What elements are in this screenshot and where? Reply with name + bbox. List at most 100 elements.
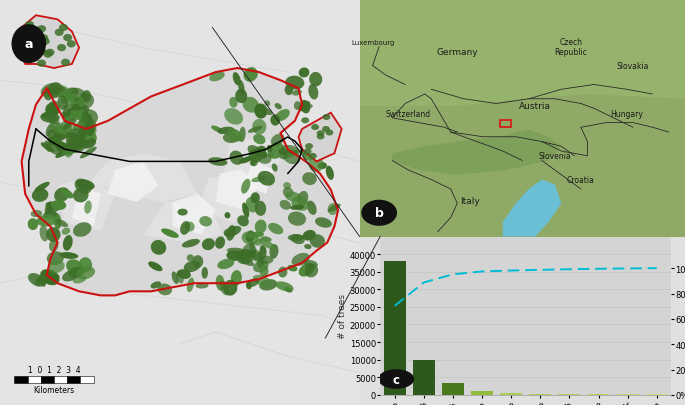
Ellipse shape	[47, 102, 54, 115]
Text: Croatia: Croatia	[567, 176, 595, 185]
Ellipse shape	[237, 216, 249, 227]
Ellipse shape	[317, 145, 327, 153]
Ellipse shape	[192, 256, 203, 268]
Ellipse shape	[43, 51, 52, 59]
Ellipse shape	[32, 189, 49, 202]
Ellipse shape	[208, 158, 227, 166]
Ellipse shape	[184, 261, 200, 273]
Ellipse shape	[253, 260, 269, 273]
Ellipse shape	[272, 164, 277, 172]
Circle shape	[378, 369, 414, 389]
Ellipse shape	[75, 133, 86, 140]
Ellipse shape	[40, 113, 60, 124]
Polygon shape	[108, 162, 158, 202]
Ellipse shape	[275, 104, 282, 110]
Ellipse shape	[82, 133, 95, 142]
Ellipse shape	[261, 237, 272, 242]
Ellipse shape	[69, 88, 87, 103]
Bar	[27, 376, 41, 383]
Ellipse shape	[151, 281, 161, 289]
Ellipse shape	[49, 132, 68, 144]
Ellipse shape	[202, 239, 215, 251]
Ellipse shape	[75, 179, 92, 194]
Text: Slovenia: Slovenia	[538, 152, 571, 161]
Text: b: b	[375, 207, 384, 220]
Ellipse shape	[45, 104, 58, 117]
Ellipse shape	[79, 94, 94, 109]
Ellipse shape	[22, 28, 31, 36]
Ellipse shape	[309, 153, 316, 160]
Bar	[14, 376, 27, 383]
Ellipse shape	[63, 132, 77, 138]
Ellipse shape	[73, 223, 92, 237]
Ellipse shape	[225, 213, 230, 219]
Ellipse shape	[40, 84, 60, 98]
Ellipse shape	[78, 128, 85, 141]
Ellipse shape	[177, 270, 191, 279]
Polygon shape	[18, 16, 79, 69]
Ellipse shape	[35, 275, 49, 286]
Ellipse shape	[226, 226, 236, 241]
Ellipse shape	[61, 97, 79, 106]
Ellipse shape	[241, 179, 251, 194]
Ellipse shape	[36, 215, 56, 227]
Ellipse shape	[310, 234, 325, 248]
Ellipse shape	[290, 234, 305, 245]
Ellipse shape	[297, 192, 308, 207]
Ellipse shape	[258, 171, 275, 186]
Ellipse shape	[70, 111, 88, 122]
Ellipse shape	[39, 35, 48, 43]
Ellipse shape	[268, 143, 284, 160]
Ellipse shape	[299, 149, 315, 156]
Ellipse shape	[66, 260, 84, 275]
Ellipse shape	[66, 146, 79, 156]
Ellipse shape	[242, 232, 258, 245]
Ellipse shape	[238, 81, 245, 96]
Ellipse shape	[49, 102, 60, 117]
Ellipse shape	[50, 123, 65, 132]
Ellipse shape	[247, 146, 264, 159]
Ellipse shape	[282, 145, 300, 156]
Ellipse shape	[247, 279, 260, 287]
Ellipse shape	[79, 258, 92, 273]
Ellipse shape	[151, 240, 166, 255]
Ellipse shape	[327, 204, 340, 212]
Ellipse shape	[66, 129, 85, 143]
Ellipse shape	[42, 270, 60, 279]
Ellipse shape	[287, 151, 298, 158]
Ellipse shape	[246, 198, 258, 213]
Ellipse shape	[45, 141, 51, 153]
Ellipse shape	[253, 275, 271, 287]
Ellipse shape	[77, 111, 92, 119]
Ellipse shape	[308, 156, 323, 173]
Ellipse shape	[63, 124, 71, 130]
Ellipse shape	[271, 115, 280, 126]
Ellipse shape	[66, 109, 77, 117]
Ellipse shape	[288, 234, 304, 241]
Ellipse shape	[71, 98, 84, 111]
Ellipse shape	[148, 262, 162, 271]
Ellipse shape	[259, 279, 277, 291]
Ellipse shape	[44, 89, 53, 101]
Ellipse shape	[316, 131, 325, 137]
Ellipse shape	[299, 105, 313, 111]
Ellipse shape	[55, 30, 64, 37]
Ellipse shape	[279, 149, 289, 160]
Ellipse shape	[63, 35, 72, 42]
Ellipse shape	[63, 112, 74, 121]
Ellipse shape	[284, 183, 291, 190]
Ellipse shape	[264, 101, 271, 107]
Text: Czech
Republic: Czech Republic	[555, 38, 588, 57]
Polygon shape	[90, 154, 198, 202]
Ellipse shape	[292, 90, 302, 96]
Ellipse shape	[73, 276, 86, 284]
Ellipse shape	[50, 136, 60, 147]
Ellipse shape	[318, 163, 327, 170]
Ellipse shape	[279, 200, 291, 210]
Ellipse shape	[242, 98, 259, 113]
Ellipse shape	[185, 222, 195, 232]
Ellipse shape	[23, 30, 32, 37]
Ellipse shape	[242, 244, 256, 259]
Ellipse shape	[217, 259, 234, 269]
Ellipse shape	[260, 265, 269, 277]
